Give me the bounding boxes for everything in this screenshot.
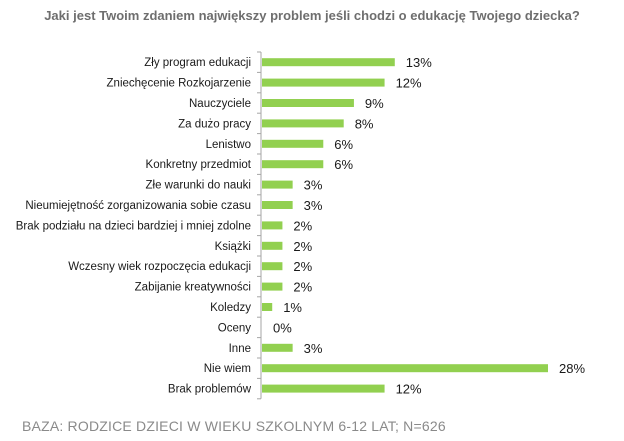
bar: [262, 282, 283, 291]
value-label: 2%: [293, 239, 312, 254]
value-label: 1%: [283, 300, 302, 315]
category-label: Wczesny wiek rozpoczęcia edukacji: [68, 261, 251, 273]
bar: [262, 221, 283, 230]
value-label: 12%: [396, 76, 422, 91]
value-label: 8%: [355, 116, 374, 131]
bar: [262, 78, 385, 87]
value-label: 2%: [293, 280, 312, 295]
value-label: 3%: [304, 341, 323, 356]
category-label: Koledzy: [210, 302, 251, 314]
category-label: Brak podziału na dzieci bardziej i mniej…: [16, 220, 251, 232]
category-label: Za dużo pracy: [178, 118, 251, 130]
value-label: 2%: [293, 259, 312, 274]
category-label: Konkretny przedmiot: [146, 159, 252, 171]
category-label: Zły program edukacji: [144, 57, 251, 69]
value-label: 2%: [293, 218, 312, 233]
value-label: 28%: [559, 361, 585, 376]
category-label: Lenistwo: [206, 139, 251, 151]
bar: [262, 99, 354, 107]
base-footnote: BAZA: RODZICE DZIECI W WIEKU SZKOLNYM 6-…: [22, 418, 446, 434]
bar: [262, 119, 344, 128]
bar: [262, 262, 283, 271]
bar: [262, 139, 324, 148]
category-label: Książki: [215, 241, 251, 253]
category-label: Nieumiejętność zorganizowania sobie czas…: [25, 200, 251, 212]
value-label: 3%: [304, 178, 323, 193]
value-label: 6%: [334, 157, 353, 172]
chart-title: Jaki jest Twoim zdaniem największy probl…: [44, 8, 580, 23]
value-label: 13%: [406, 55, 432, 70]
bar: [262, 160, 324, 169]
value-label: 12%: [396, 382, 422, 397]
category-label: Oceny: [218, 322, 251, 334]
value-label: 0%: [273, 320, 292, 335]
category-label: Nauczyciele: [189, 98, 251, 110]
category-label: Brak problemów: [168, 384, 252, 396]
bar: [262, 343, 293, 352]
bar: [262, 201, 293, 209]
category-label: Nie wiem: [204, 363, 251, 375]
category-label: Złe warunki do nauki: [146, 180, 251, 192]
bar: [262, 58, 395, 67]
bar: [262, 364, 548, 373]
bar: [262, 303, 273, 311]
value-label: 3%: [304, 198, 323, 213]
bar: [262, 241, 283, 250]
value-label: 6%: [334, 137, 353, 152]
bar: [262, 180, 293, 189]
category-label: Zniechęcenie Rozkojarzenie: [107, 78, 251, 90]
value-label: 9%: [365, 96, 384, 111]
category-label: Zabijanie kreatywności: [135, 282, 251, 294]
bar: [262, 384, 385, 393]
category-label: Inne: [229, 343, 251, 355]
